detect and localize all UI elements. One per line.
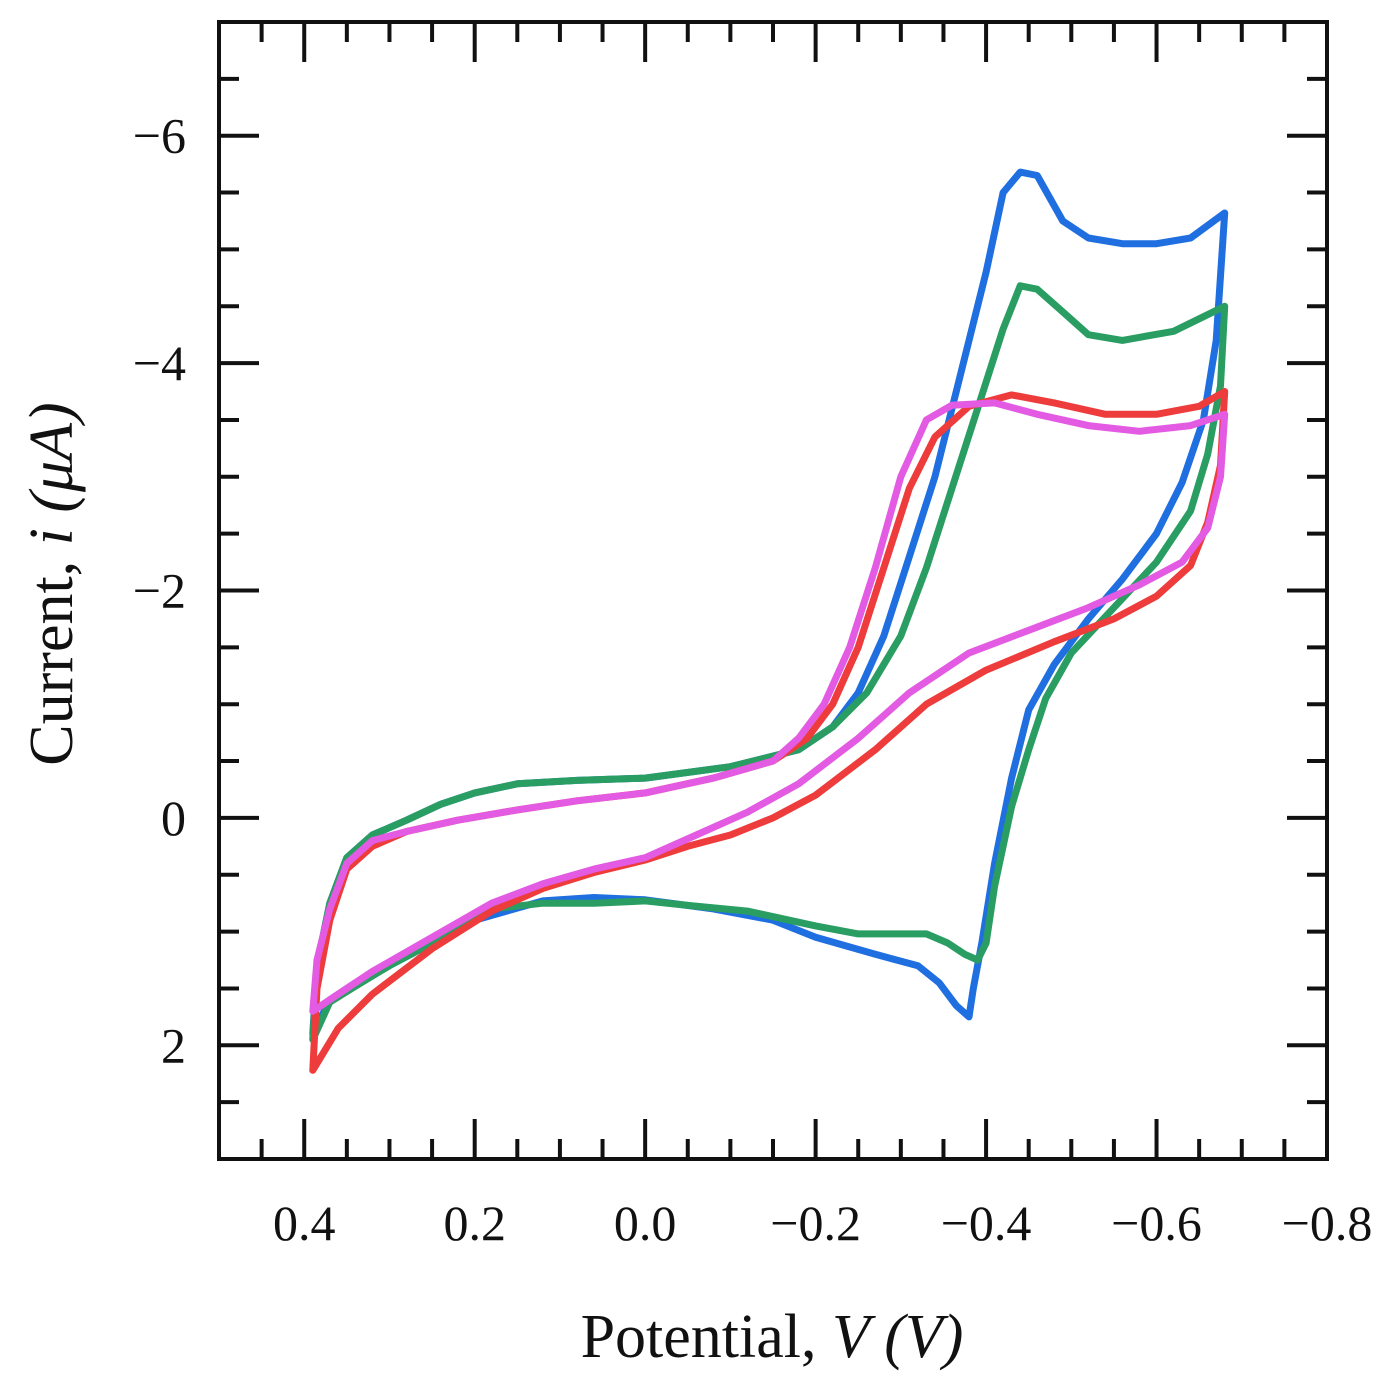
series-curves: [309, 168, 1229, 1074]
x-tick-label: 0.2: [443, 1195, 506, 1251]
x-tick-labels: 0.4 0.2 0.0 −0.2 −0.4 −0.6 −0.8: [273, 1195, 1372, 1251]
series-red: [309, 388, 1229, 1074]
y-tick-label: −6: [133, 108, 186, 164]
series-magenta: [309, 399, 1229, 1015]
x-tick-label: 0.4: [273, 1195, 336, 1251]
axis-ticks: [219, 22, 1327, 1159]
series-blue: [309, 168, 1229, 1038]
y-tick-label: 2: [161, 1017, 186, 1073]
x-axis-title: Potential, V (V): [581, 1303, 964, 1371]
y-tick-label: −2: [133, 563, 186, 619]
y-tick-label: −4: [133, 335, 186, 391]
x-tick-label: −0.2: [770, 1195, 861, 1251]
x-tick-label: 0.0: [614, 1195, 677, 1251]
x-tick-label: −0.6: [1111, 1195, 1202, 1251]
y-tick-label: 0: [161, 790, 186, 846]
y-axis-title: Current, i (μA): [18, 402, 86, 765]
x-tick-label: −0.8: [1282, 1195, 1373, 1251]
y-tick-labels: −6 −4 −2 0 2: [133, 108, 186, 1074]
x-tick-label: −0.4: [941, 1195, 1032, 1251]
